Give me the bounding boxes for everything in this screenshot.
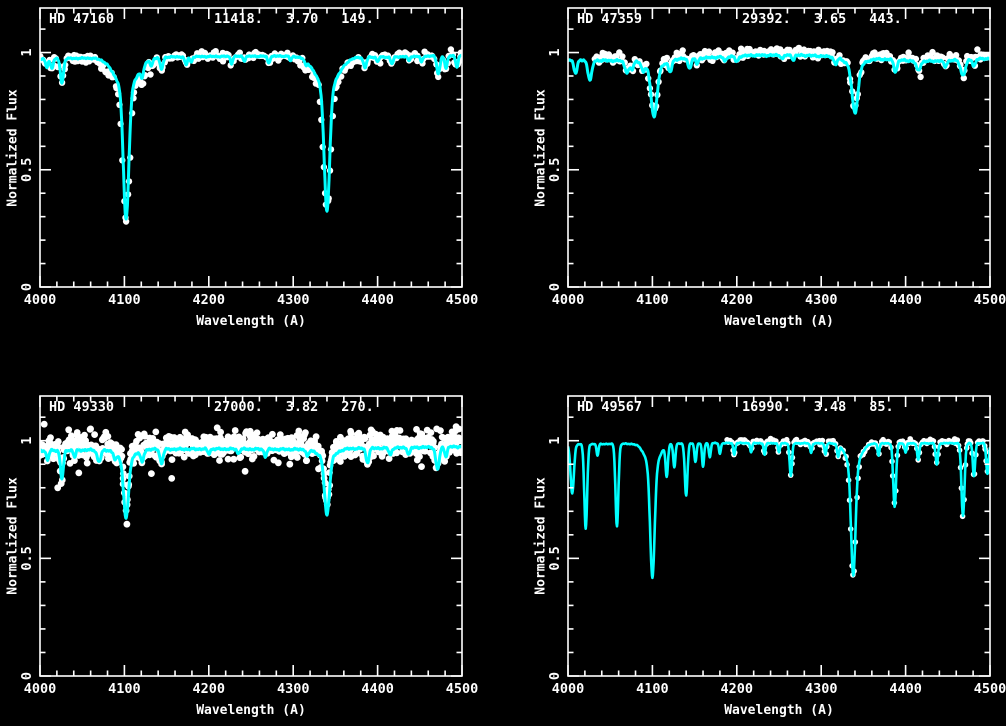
plot-area-hd49330: 4000 4100 4200 4300 4400 4500 0 0.5 1 bbox=[19, 395, 478, 697]
svg-text:0: 0 bbox=[547, 283, 563, 291]
spectrum-panel-hd49567: 4000 4100 4200 4300 4400 4500 0 0.5 1 HD 49567 1… bbox=[503, 363, 1006, 726]
svg-text:4100: 4100 bbox=[636, 292, 669, 308]
observed-spectrum-dots bbox=[40, 46, 462, 225]
plot-content bbox=[40, 46, 462, 225]
model-spectrum-line bbox=[568, 52, 990, 119]
svg-text:4500: 4500 bbox=[446, 292, 479, 308]
svg-text:4500: 4500 bbox=[974, 292, 1006, 308]
plot-area-hd47160: 4000 4100 4200 4300 4400 4500 0 0.5 1 bbox=[19, 7, 478, 308]
svg-text:4000: 4000 bbox=[24, 292, 57, 308]
fit-params: 27000. 3.82 270. bbox=[214, 399, 374, 415]
fit-params: 11418. 3.70 149. bbox=[214, 11, 374, 27]
svg-text:4200: 4200 bbox=[193, 681, 226, 697]
svg-text:4400: 4400 bbox=[889, 292, 922, 308]
plot-area-hd47359: 4000 4100 4200 4300 4400 4500 0 0.5 1 bbox=[547, 7, 1006, 308]
spectrum-panel-hd49330: 4000 4100 4200 4300 4400 4500 0 0.5 1 HD 49330 2… bbox=[0, 363, 503, 726]
tick-labels: 4000 4100 4200 4300 4400 4500 0 0.5 1 bbox=[547, 48, 1006, 308]
svg-text:0: 0 bbox=[19, 672, 35, 680]
svg-text:4200: 4200 bbox=[721, 681, 754, 697]
star-id-label: HD 49567 bbox=[577, 399, 643, 415]
fit-params: 29392. 3.65 443. bbox=[742, 11, 902, 27]
svg-text:4400: 4400 bbox=[889, 681, 922, 697]
fit-params: 16990. 3.48 85. bbox=[742, 399, 894, 415]
model-spectrum-line bbox=[40, 444, 462, 520]
svg-text:0: 0 bbox=[19, 283, 35, 291]
x-axis-title: Wavelength (A) bbox=[724, 314, 834, 329]
plot-area-hd49567: 4000 4100 4200 4300 4400 4500 0 0.5 1 bbox=[547, 395, 1006, 697]
vsini-value: 85. bbox=[869, 399, 894, 415]
model-spectrum-line bbox=[568, 441, 990, 580]
y-axis-title: Normalized Flux bbox=[533, 88, 549, 207]
svg-text:4000: 4000 bbox=[552, 681, 585, 697]
tick-labels: 4000 4100 4200 4300 4400 4500 0 0.5 1 bbox=[547, 437, 1006, 697]
svg-text:1: 1 bbox=[19, 48, 35, 56]
teff-value: 16990. bbox=[742, 399, 791, 415]
svg-text:4000: 4000 bbox=[552, 292, 585, 308]
svg-text:4400: 4400 bbox=[361, 292, 394, 308]
logg-value: 3.70 bbox=[285, 11, 319, 27]
svg-text:4500: 4500 bbox=[446, 681, 479, 697]
svg-text:4400: 4400 bbox=[361, 681, 394, 697]
star-id-label: HD 47359 bbox=[577, 11, 643, 27]
svg-text:4100: 4100 bbox=[108, 292, 141, 308]
plot-content bbox=[568, 44, 990, 119]
teff-value: 29392. bbox=[742, 11, 791, 27]
vsini-value: 443. bbox=[869, 11, 902, 27]
plot-content bbox=[568, 435, 990, 580]
svg-text:4300: 4300 bbox=[805, 292, 838, 308]
teff-value: 11418. bbox=[214, 11, 263, 27]
svg-text:0: 0 bbox=[547, 672, 563, 680]
star-id-label: HD 49330 bbox=[49, 399, 115, 415]
teff-value: 27000. bbox=[214, 399, 263, 415]
svg-text:1: 1 bbox=[547, 48, 563, 56]
svg-text:4100: 4100 bbox=[636, 681, 669, 697]
logg-value: 3.65 bbox=[813, 11, 847, 27]
axes-frame bbox=[39, 395, 463, 677]
svg-text:0.5: 0.5 bbox=[547, 158, 563, 182]
svg-text:4100: 4100 bbox=[108, 681, 141, 697]
tick-labels: 4000 4100 4200 4300 4400 4500 0 0.5 1 bbox=[19, 48, 478, 308]
observed-spectrum-dots bbox=[40, 420, 462, 528]
logg-value: 3.48 bbox=[813, 399, 847, 415]
model-spectrum-line bbox=[40, 53, 462, 221]
svg-text:0.5: 0.5 bbox=[547, 546, 563, 570]
vsini-value: 149. bbox=[341, 11, 374, 27]
svg-text:0.5: 0.5 bbox=[19, 546, 35, 570]
star-id-label: HD 47160 bbox=[49, 11, 115, 27]
x-axis-title: Wavelength (A) bbox=[196, 703, 306, 718]
y-axis-title: Normalized Flux bbox=[5, 88, 21, 207]
svg-text:4300: 4300 bbox=[277, 681, 310, 697]
svg-text:0.5: 0.5 bbox=[19, 158, 35, 182]
svg-text:1: 1 bbox=[547, 437, 563, 445]
svg-text:4200: 4200 bbox=[721, 292, 754, 308]
spectrum-panel-hd47160: 4000 4100 4200 4300 4400 4500 0 0.5 1 HD 47160 1… bbox=[0, 0, 503, 363]
svg-text:1: 1 bbox=[19, 437, 35, 445]
plot-content bbox=[40, 420, 462, 528]
axes-frame bbox=[39, 7, 463, 288]
tick-labels: 4000 4100 4200 4300 4400 4500 0 0.5 1 bbox=[19, 437, 478, 697]
axes-frame bbox=[567, 395, 991, 677]
vsini-value: 270. bbox=[341, 399, 374, 415]
observed-spectrum-dots bbox=[724, 435, 990, 578]
spectrum-panel-hd47359: 4000 4100 4200 4300 4400 4500 0 0.5 1 HD 47359 2… bbox=[503, 0, 1006, 363]
svg-text:4200: 4200 bbox=[193, 292, 226, 308]
svg-text:4300: 4300 bbox=[277, 292, 310, 308]
x-axis-title: Wavelength (A) bbox=[724, 703, 834, 718]
svg-text:4300: 4300 bbox=[805, 681, 838, 697]
axes-frame bbox=[567, 7, 991, 288]
y-axis-title: Normalized Flux bbox=[5, 477, 21, 595]
y-axis-title: Normalized Flux bbox=[533, 477, 549, 595]
svg-text:4000: 4000 bbox=[24, 681, 57, 697]
x-axis-title: Wavelength (A) bbox=[196, 314, 306, 329]
logg-value: 3.82 bbox=[285, 399, 319, 415]
svg-text:4500: 4500 bbox=[974, 681, 1006, 697]
